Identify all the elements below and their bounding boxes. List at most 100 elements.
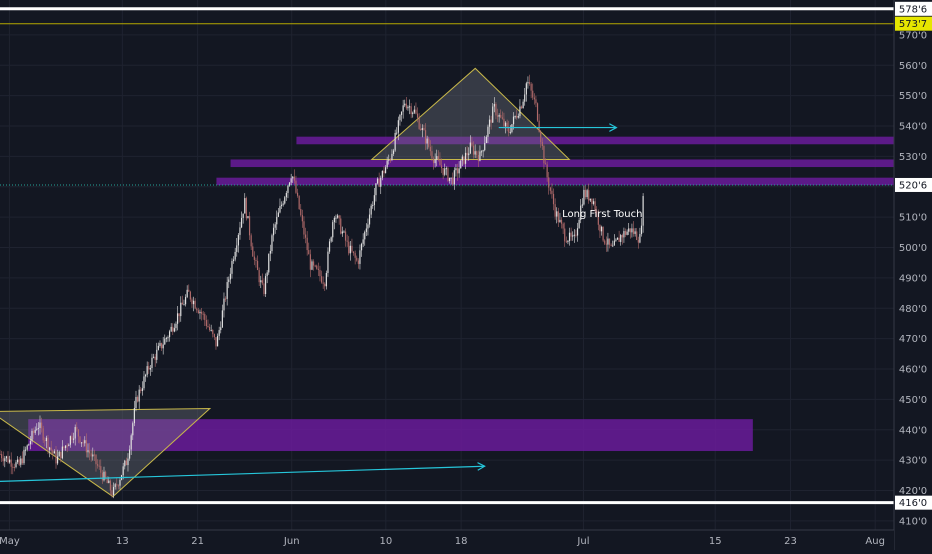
candle-body [232, 259, 235, 262]
y-tick-label: 440'0 [899, 425, 927, 436]
zone-rectangle[interactable] [230, 159, 895, 168]
candle-body [551, 190, 553, 194]
candle-body [576, 228, 579, 236]
candle-body [472, 145, 475, 155]
candle-body [599, 224, 601, 232]
candle-body [504, 122, 507, 127]
candle-body [156, 349, 158, 360]
candle-body [8, 459, 11, 463]
candle-body [176, 313, 179, 324]
candle-body [231, 261, 233, 274]
candle-body [100, 466, 102, 473]
candle-body [21, 458, 23, 464]
triangle-pattern[interactable] [370, 67, 571, 160]
candle-body [618, 237, 620, 242]
candle-body [484, 143, 486, 151]
candle-body [477, 154, 479, 161]
price-label-text: 578'6 [899, 4, 927, 15]
candle-body [272, 227, 275, 236]
price-axis-panel[interactable] [894, 0, 932, 550]
candle-body [492, 106, 494, 123]
candle-body [348, 241, 350, 254]
candle-body [471, 142, 473, 146]
candle-body [93, 454, 95, 456]
candle-body [496, 115, 499, 117]
candle-body [533, 97, 535, 100]
candle-body [16, 459, 19, 463]
y-tick-label: 480'0 [899, 304, 927, 315]
candle-body [567, 240, 569, 243]
y-axis-ticks: 410'0 420'0 430'0 440'0 450'0 460'0 470'0 480'0… [899, 30, 927, 527]
candle-body [170, 326, 172, 332]
y-tick-label: 430'0 [899, 456, 927, 467]
zone-rectangle[interactable] [216, 177, 894, 186]
candle-body [589, 198, 591, 201]
y-tick-label: 550'0 [899, 91, 927, 102]
annotation-text[interactable]: Long First Touch [562, 209, 642, 220]
candle-body [64, 445, 67, 449]
candle-body [495, 103, 497, 116]
candle-body [620, 235, 622, 242]
candle-body [389, 159, 391, 161]
projection-arrow-line[interactable] [0, 465, 485, 483]
candle-body [229, 273, 231, 280]
candle-body [351, 245, 353, 252]
candle-body [527, 82, 529, 84]
candle-body [7, 456, 9, 463]
zone-rectangle[interactable] [296, 136, 894, 145]
candle-body [444, 168, 446, 175]
candle-body [288, 182, 291, 186]
candle-body [490, 119, 492, 123]
candle-body [34, 429, 36, 433]
candle-body [480, 151, 483, 153]
candle-body [501, 117, 503, 119]
candle-body [12, 466, 14, 468]
candle-body [399, 114, 401, 121]
candle-body [360, 243, 363, 251]
candle-body [549, 187, 551, 191]
candle-body [71, 436, 73, 440]
candle-body [476, 151, 478, 155]
candle-body [583, 189, 585, 205]
candle-body [0, 454, 3, 459]
time-axis-panel[interactable] [0, 530, 894, 550]
y-tick-label: 570'0 [899, 30, 927, 41]
candle-body [556, 211, 558, 217]
triangle-pattern[interactable] [0, 407, 212, 498]
candle-body [140, 389, 142, 391]
candle-body [304, 234, 307, 238]
y-tick-label: 470'0 [899, 334, 927, 345]
candle-body [48, 447, 51, 450]
candle-body [426, 138, 428, 144]
candle-body [205, 320, 207, 327]
candle-body [624, 231, 627, 235]
candle-body [309, 254, 311, 270]
candle-body [365, 228, 367, 232]
candle-body [372, 204, 374, 206]
candle-body [282, 203, 284, 205]
x-tick-label: Jul [576, 536, 589, 547]
candle-body [210, 329, 212, 331]
x-axis-ticks: May 13 21 Jun 10 18 Jul 15 23 Aug [0, 536, 885, 547]
candle-body [615, 239, 617, 241]
candle-body [573, 234, 575, 236]
candle-body [405, 103, 407, 109]
candle-body [96, 464, 99, 466]
zone-rectangle[interactable] [28, 419, 753, 452]
candle-body [437, 156, 439, 160]
candle-body [592, 201, 595, 204]
candle-body [0, 454, 1, 456]
candle-body [117, 485, 119, 487]
candle-body [410, 106, 412, 115]
projection-arrow-head [477, 462, 486, 471]
candle-body [628, 228, 630, 232]
y-tick-label: 560'0 [899, 61, 927, 72]
candle-body [31, 430, 33, 442]
candle-body [276, 216, 278, 225]
candle-body [109, 480, 111, 491]
candle-body [108, 480, 110, 484]
candle-body [415, 109, 417, 114]
candle-body [320, 276, 323, 283]
